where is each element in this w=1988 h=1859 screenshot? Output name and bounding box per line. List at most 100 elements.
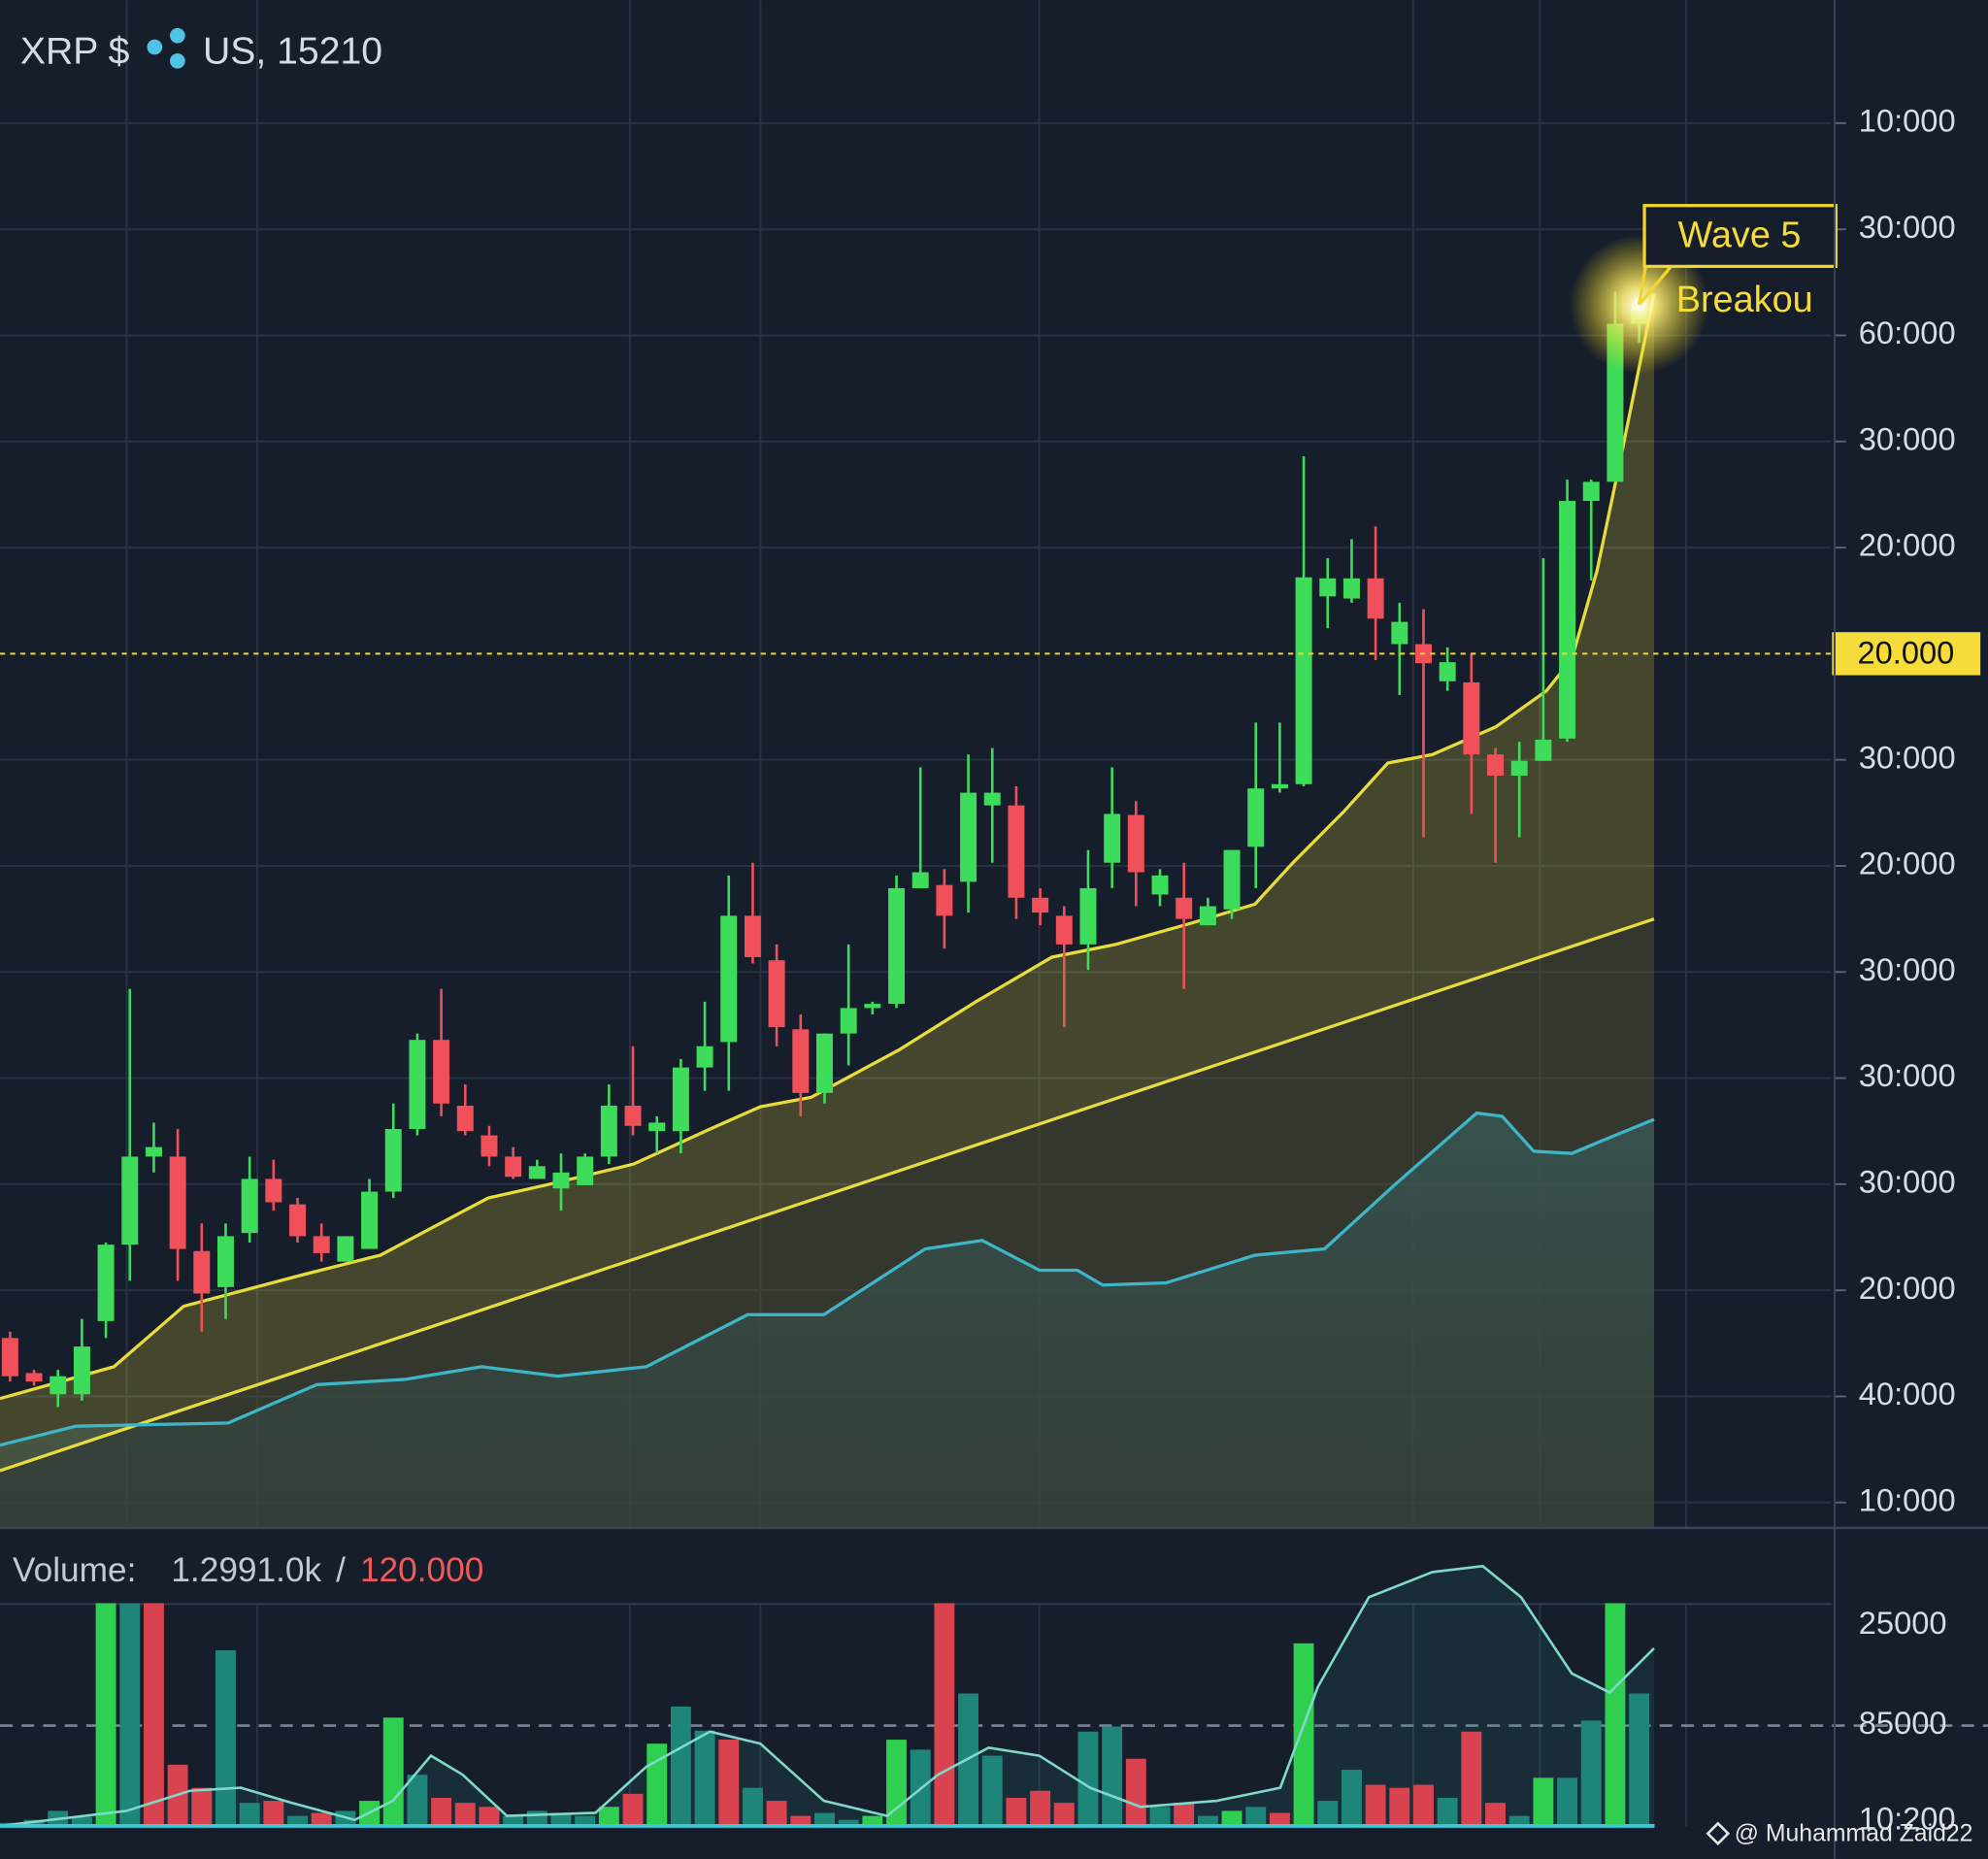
candle-body bbox=[864, 1004, 881, 1009]
candle-body bbox=[456, 1105, 474, 1132]
candle-body bbox=[1271, 783, 1288, 789]
volume-bar bbox=[1605, 1603, 1626, 1826]
candle-body bbox=[744, 915, 761, 957]
y-tick-label: 30:000 bbox=[1859, 420, 1956, 456]
volume-bar bbox=[1341, 1770, 1362, 1826]
ma-area bbox=[0, 293, 1654, 1528]
watermark-icon bbox=[1706, 1821, 1731, 1846]
volume-bar bbox=[862, 1815, 883, 1826]
candle-body bbox=[1199, 906, 1216, 926]
volume-bar bbox=[1389, 1787, 1410, 1826]
volume-bar bbox=[1437, 1797, 1458, 1826]
volume-bar bbox=[1030, 1790, 1051, 1826]
candle-body bbox=[911, 872, 929, 888]
volume-bar bbox=[526, 1810, 547, 1826]
y-tick-label: 30:000 bbox=[1859, 739, 1956, 775]
volume-bar bbox=[981, 1755, 1003, 1826]
cyan-area bbox=[0, 1112, 1654, 1528]
candle-body bbox=[265, 1178, 282, 1203]
volume-bar bbox=[1508, 1815, 1530, 1826]
candle-body bbox=[384, 1129, 402, 1192]
candle-body bbox=[505, 1156, 522, 1178]
pair: US, 15210 bbox=[203, 30, 382, 72]
ripple-icon bbox=[147, 27, 185, 69]
volume-sep: / bbox=[336, 1551, 346, 1589]
y-tick-label: 30:000 bbox=[1859, 209, 1956, 245]
candle-body bbox=[1, 1338, 18, 1377]
candle-body bbox=[121, 1156, 139, 1245]
volume-bar bbox=[215, 1650, 236, 1826]
y-tick-label: 40:000 bbox=[1859, 1376, 1956, 1411]
candle-body bbox=[577, 1156, 594, 1185]
volume-bar bbox=[263, 1801, 284, 1826]
candle-body bbox=[815, 1033, 833, 1093]
volume-bar bbox=[1245, 1807, 1267, 1826]
y-tick-label: 10:000 bbox=[1859, 1481, 1956, 1517]
volume-bar bbox=[503, 1815, 524, 1826]
volume-bar bbox=[1102, 1726, 1123, 1826]
candle-body bbox=[73, 1346, 90, 1395]
candle-body bbox=[1008, 805, 1025, 898]
watermark: @ Muhammad Zaid22 bbox=[1735, 1821, 1973, 1847]
volume-bar bbox=[454, 1803, 476, 1826]
candle-body bbox=[840, 1008, 857, 1034]
candle-body bbox=[1463, 681, 1480, 755]
volume-bar bbox=[1485, 1803, 1506, 1826]
volume-bar bbox=[1077, 1731, 1099, 1826]
volume-bar bbox=[1149, 1807, 1171, 1826]
volume-bar bbox=[287, 1815, 308, 1826]
candle-body bbox=[289, 1204, 307, 1237]
annotation-leader bbox=[1637, 265, 1673, 306]
candle-body bbox=[50, 1376, 67, 1395]
candle-body bbox=[768, 960, 785, 1028]
candle-body bbox=[1247, 788, 1265, 847]
volume-bar bbox=[694, 1730, 715, 1826]
volume-bar bbox=[1557, 1777, 1578, 1826]
volume-bar bbox=[742, 1787, 763, 1826]
volume-tick-label: 85000 bbox=[1859, 1705, 1947, 1741]
candle-body bbox=[1176, 897, 1193, 919]
volume-bar bbox=[191, 1787, 213, 1826]
volume-bar bbox=[1533, 1777, 1554, 1826]
candle-body bbox=[1391, 621, 1408, 645]
volume-bar bbox=[934, 1603, 955, 1826]
candle-body bbox=[241, 1178, 258, 1234]
y-tick-label: 30:000 bbox=[1859, 1057, 1956, 1093]
volume-bar bbox=[550, 1812, 572, 1826]
candle-body bbox=[1151, 875, 1169, 895]
volume-total: 120.000 bbox=[360, 1551, 483, 1589]
candle-body bbox=[983, 792, 1001, 806]
volume-bar bbox=[1293, 1643, 1314, 1826]
candle-body bbox=[888, 887, 906, 1005]
volume-bar bbox=[1197, 1815, 1218, 1826]
y-tick-label: 60:000 bbox=[1859, 315, 1956, 350]
volume-ma-line bbox=[0, 1564, 1655, 1828]
y-tick-label: 30:000 bbox=[1859, 1163, 1956, 1199]
annotation-wave: Wave 5 bbox=[1678, 215, 1802, 255]
candle-body bbox=[1223, 849, 1241, 910]
candle-body bbox=[409, 1040, 426, 1130]
volume-bar bbox=[95, 1603, 116, 1826]
volume-bar bbox=[575, 1815, 596, 1826]
overlay-line bbox=[0, 1111, 1655, 1447]
candle-body bbox=[145, 1146, 162, 1157]
candle-body bbox=[1487, 754, 1505, 777]
candle-body bbox=[552, 1172, 570, 1189]
candle-body bbox=[480, 1135, 498, 1157]
volume-bar bbox=[598, 1807, 619, 1826]
candle-body bbox=[1559, 500, 1576, 739]
symbol: XRP $ bbox=[20, 30, 130, 72]
volume-bar bbox=[670, 1706, 691, 1826]
candle-body bbox=[1055, 915, 1073, 945]
candle-body bbox=[648, 1122, 666, 1132]
volume-bar bbox=[1629, 1693, 1650, 1826]
volume-bar bbox=[1053, 1803, 1075, 1826]
volume-bar bbox=[119, 1603, 141, 1826]
volume-value: 1.2991.0k bbox=[171, 1551, 321, 1589]
volume-tick-label: 10:200 bbox=[1859, 1800, 1956, 1836]
volume-bar bbox=[718, 1740, 740, 1826]
candle-body bbox=[193, 1250, 211, 1294]
candle-body bbox=[1367, 578, 1384, 619]
candle-body bbox=[936, 884, 953, 916]
